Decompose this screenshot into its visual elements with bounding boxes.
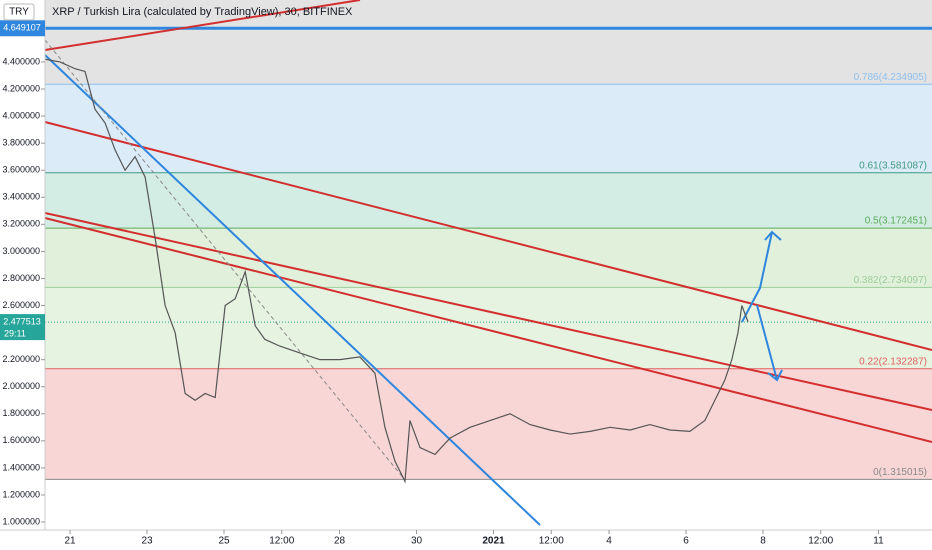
y-tick-label: 2.200000 <box>2 354 40 364</box>
x-tick-label: 28 <box>334 536 346 547</box>
y-tick-label: 4.200000 <box>2 83 40 93</box>
x-tick-label: 12:00 <box>808 536 833 547</box>
fib-label: 0.22(2.132287) <box>859 356 927 367</box>
x-tick-label: 8 <box>760 536 766 547</box>
y-tick-label: 3.800000 <box>2 138 40 148</box>
fib-label: 0.382(2.734097) <box>854 275 927 286</box>
x-tick-label: 12:00 <box>269 536 294 547</box>
y-tick-label: 4.000000 <box>2 110 40 120</box>
currency: TRY <box>9 7 29 18</box>
y-tick-label: 3.400000 <box>2 192 40 202</box>
drawings <box>44 0 932 526</box>
x-tick-label: 12:00 <box>539 536 564 547</box>
countdown: 29:11 <box>4 328 26 338</box>
x-tick-label: 2021 <box>482 536 505 547</box>
price-line <box>44 58 749 484</box>
x-tick-label: 11 <box>873 536 884 547</box>
price-axis <box>0 0 45 530</box>
y-tick-label: 2.600000 <box>2 300 40 310</box>
fib-label: 0.786(4.234905) <box>854 72 927 83</box>
y-tick-label: 1.600000 <box>2 435 40 445</box>
x-tick-label: 30 <box>411 536 423 547</box>
arrow <box>756 304 778 381</box>
x-tick-label: 21 <box>64 536 76 547</box>
x-tick-label: 25 <box>218 536 230 547</box>
trend-line <box>44 121 932 351</box>
fib-zone <box>45 368 932 480</box>
y-tick-label: 1.800000 <box>2 408 40 418</box>
currency-box <box>3 3 35 21</box>
y-tick-label: 3.200000 <box>2 219 40 229</box>
y-tick-label: 2.800000 <box>2 273 40 283</box>
y-tick-label: 1.000000 <box>2 516 40 526</box>
arrow-head <box>764 230 782 241</box>
last-price-box <box>0 314 45 341</box>
level-box <box>0 20 45 37</box>
last-price-label: 2.477513 <box>3 316 41 326</box>
y-tick-label: 3.600000 <box>2 165 40 175</box>
time-axis <box>0 530 932 550</box>
fib-label: 0(1.315015) <box>873 467 927 478</box>
y-tick-label: 3.000000 <box>2 246 40 256</box>
fib-zone <box>45 228 932 288</box>
x-tick-label: 6 <box>683 536 689 547</box>
level-label: 4.649107 <box>3 23 41 33</box>
fib-label: 0.61(3.581087) <box>859 160 927 171</box>
y-tick-label: 4.400000 <box>2 56 40 66</box>
trend-line <box>44 212 932 411</box>
arrow <box>741 231 773 323</box>
x-tick-label: 4 <box>606 536 612 547</box>
fib-zone <box>45 172 932 229</box>
y-tick-label: 1.200000 <box>2 489 40 499</box>
dashed-line <box>44 39 406 481</box>
trend-line <box>44 217 932 443</box>
y-tick-label: 1.400000 <box>2 462 40 472</box>
trend-line <box>44 54 541 526</box>
arrow-head <box>767 369 783 382</box>
x-tick-label: 23 <box>141 536 153 547</box>
fib-zone <box>45 0 932 85</box>
fib-label: 0.5(3.172451) <box>865 216 927 227</box>
y-tick-label: 2.000000 <box>2 381 40 391</box>
trend-line <box>44 0 361 51</box>
fib-zone <box>45 287 932 369</box>
chart-title: XRP / Turkish Lira (calculated by Tradin… <box>52 6 353 18</box>
fib-zone <box>45 84 932 173</box>
